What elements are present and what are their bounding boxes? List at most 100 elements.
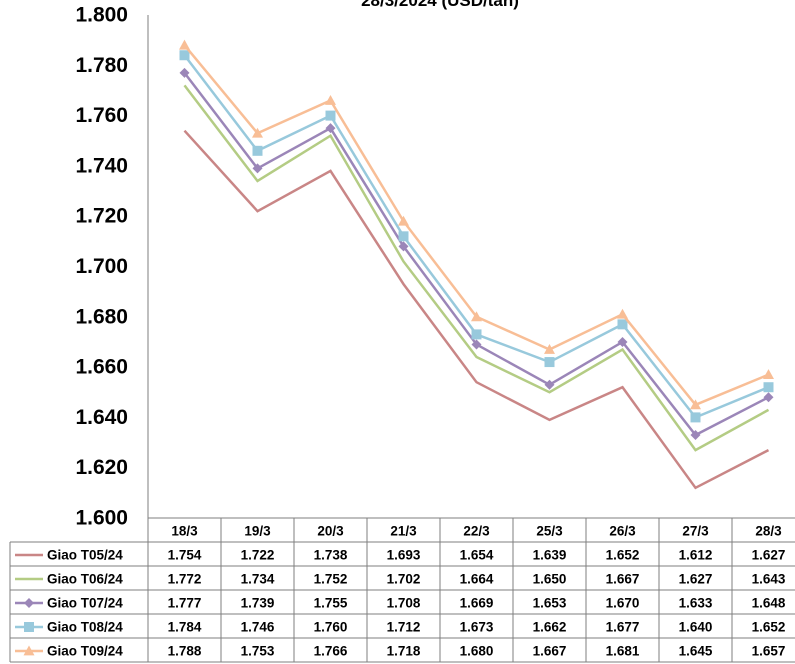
table-cell-value: 1.753 bbox=[241, 644, 275, 659]
x-category-label: 22/3 bbox=[463, 524, 490, 539]
y-tick-label: 1.600 bbox=[75, 507, 128, 530]
data-point bbox=[252, 145, 263, 156]
data-point bbox=[690, 412, 701, 423]
data-point bbox=[179, 39, 190, 50]
data-point bbox=[617, 336, 628, 347]
table-cell-value: 1.648 bbox=[752, 596, 786, 611]
data-point bbox=[471, 339, 482, 350]
table-cell-value: 1.653 bbox=[533, 596, 567, 611]
table-cell-value: 1.722 bbox=[241, 548, 275, 563]
y-tick-label: 1.800 bbox=[75, 4, 128, 27]
table-cell-value: 1.673 bbox=[460, 620, 494, 635]
y-axis-ticks: 1.800 1.780 1.760 1.740 1.720 1.700 1.680 1.660… bbox=[75, 4, 149, 530]
x-category-label: 18/3 bbox=[171, 524, 198, 539]
data-point bbox=[471, 311, 482, 322]
table-cell-value: 1.680 bbox=[460, 644, 494, 659]
data-point bbox=[617, 308, 628, 319]
x-category-label: 19/3 bbox=[244, 524, 271, 539]
data-point bbox=[544, 343, 555, 354]
table-cell-value: 1.639 bbox=[533, 548, 567, 563]
legend-marker bbox=[24, 598, 34, 608]
table-cell-value: 1.650 bbox=[533, 572, 567, 587]
table-cell-value: 1.746 bbox=[241, 620, 275, 635]
data-point bbox=[398, 215, 409, 226]
legend-marker bbox=[24, 622, 34, 632]
x-category-label: 21/3 bbox=[390, 524, 417, 539]
y-tick-label: 1.700 bbox=[75, 255, 128, 278]
table-cell-value: 1.718 bbox=[387, 644, 421, 659]
table-cell-value: 1.669 bbox=[460, 596, 494, 611]
x-category-label: 26/3 bbox=[609, 524, 636, 539]
table-cell-value: 1.734 bbox=[241, 572, 275, 587]
table-cell-value: 1.670 bbox=[606, 596, 640, 611]
x-category-label: 27/3 bbox=[682, 524, 709, 539]
data-point bbox=[544, 357, 555, 368]
data-point bbox=[252, 127, 263, 138]
legend-label: Giao T06/24 bbox=[47, 572, 123, 587]
data-point bbox=[544, 379, 555, 390]
y-tick-label: 1.760 bbox=[75, 104, 128, 127]
x-category-label: 25/3 bbox=[536, 524, 563, 539]
chart-title: 28/3/2024 (USD/tấn) bbox=[361, 0, 519, 10]
series-line-giao-t06-24 bbox=[183, 84, 770, 452]
table-cell-value: 1.677 bbox=[606, 620, 640, 635]
data-point bbox=[690, 430, 701, 441]
table-cell-value: 1.633 bbox=[679, 596, 713, 611]
legend-label: Giao T07/24 bbox=[47, 596, 123, 611]
table-cell-value: 1.784 bbox=[168, 620, 202, 635]
table-cell-value: 1.652 bbox=[752, 620, 786, 635]
table-cell-value: 1.754 bbox=[168, 548, 202, 563]
table-cell-value: 1.777 bbox=[168, 596, 202, 611]
table-cell-value: 1.739 bbox=[241, 596, 275, 611]
data-point bbox=[325, 110, 336, 121]
data-point bbox=[179, 67, 190, 78]
table-cell-value: 1.657 bbox=[752, 644, 786, 659]
table-cell-value: 1.766 bbox=[314, 644, 348, 659]
table-cell-value: 1.654 bbox=[460, 548, 494, 563]
table-cell-value: 1.755 bbox=[314, 596, 348, 611]
plot-area bbox=[179, 39, 774, 490]
series-line-giao-t05-24 bbox=[183, 129, 770, 490]
y-tick-label: 1.680 bbox=[75, 305, 128, 328]
legend-marker bbox=[23, 645, 35, 656]
table-cell-value: 1.627 bbox=[752, 548, 786, 563]
table-cell-value: 1.738 bbox=[314, 548, 348, 563]
data-point bbox=[398, 241, 409, 252]
data-point bbox=[325, 123, 336, 134]
series-line-giao-t09-24 bbox=[183, 44, 769, 407]
table-cell-value: 1.627 bbox=[679, 572, 713, 587]
data-point bbox=[763, 382, 774, 393]
data-point bbox=[179, 50, 190, 61]
table-cell-value: 1.612 bbox=[679, 548, 713, 563]
table-cell-value: 1.708 bbox=[387, 596, 421, 611]
legend-label: Giao T08/24 bbox=[47, 620, 123, 635]
y-tick-label: 1.620 bbox=[75, 456, 128, 479]
table-cell-value: 1.643 bbox=[752, 572, 786, 587]
table-cell-value: 1.788 bbox=[168, 644, 202, 659]
data-point bbox=[252, 163, 263, 174]
table-cell-value: 1.772 bbox=[168, 572, 202, 587]
y-tick-label: 1.640 bbox=[75, 406, 128, 429]
data-point bbox=[763, 392, 774, 403]
series-line-giao-t08-24 bbox=[183, 54, 769, 419]
x-category-label: 20/3 bbox=[317, 524, 344, 539]
table-cell-value: 1.652 bbox=[606, 548, 640, 563]
data-point bbox=[690, 399, 701, 410]
table-cell-value: 1.681 bbox=[606, 644, 640, 659]
table-cell-value: 1.645 bbox=[679, 644, 713, 659]
y-tick-label: 1.660 bbox=[75, 356, 128, 379]
data-point bbox=[325, 95, 336, 105]
data-point bbox=[398, 231, 409, 242]
table-cell-value: 1.712 bbox=[387, 620, 421, 635]
table-cell-value: 1.693 bbox=[387, 548, 421, 563]
table-cell-value: 1.760 bbox=[314, 620, 348, 635]
y-tick-label: 1.780 bbox=[75, 54, 128, 77]
table-cell-value: 1.662 bbox=[533, 620, 567, 635]
legend-label: Giao T05/24 bbox=[47, 548, 123, 563]
table-cell-value: 1.752 bbox=[314, 572, 348, 587]
table-cell-value: 1.702 bbox=[387, 572, 421, 587]
data-point bbox=[617, 319, 628, 330]
table-cell-value: 1.664 bbox=[460, 572, 494, 587]
data-table: 18/3 19/3 20/3 21/3 22/3 25/3 26/3 27/3 28/3 Giao… bbox=[9, 517, 795, 663]
